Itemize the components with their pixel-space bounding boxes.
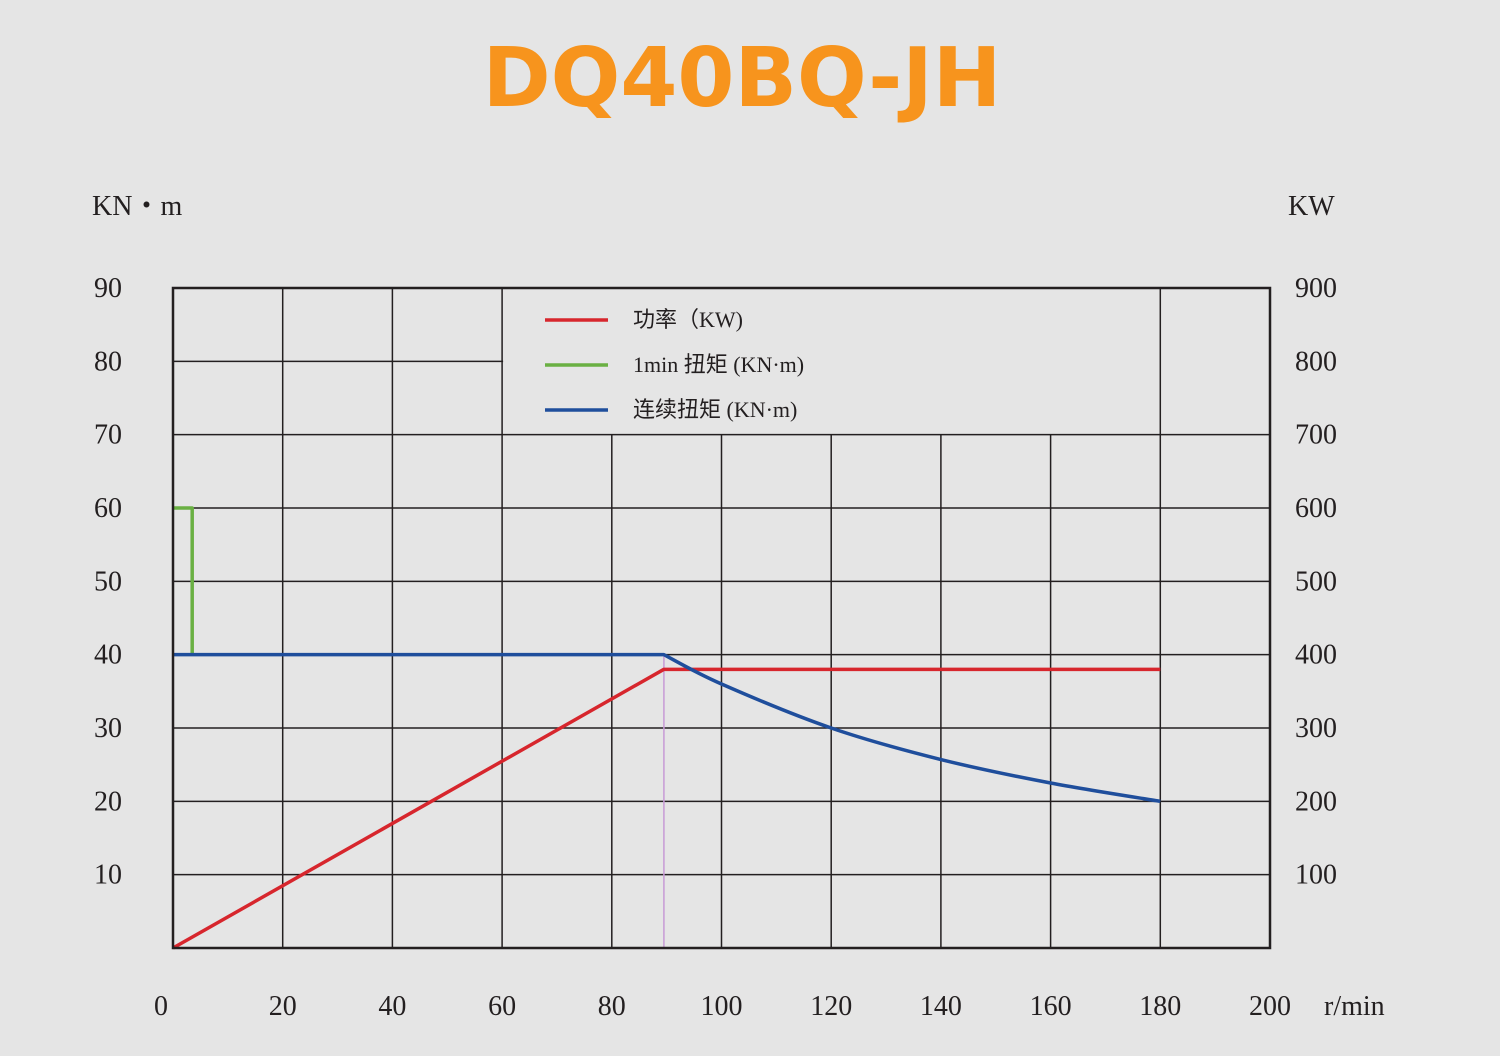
legend-item-1min-torque-label: 1min 扭矩 (KN·m) [633, 352, 804, 377]
series-1min-torque-line [173, 506, 194, 655]
y-left-tick-label: 50 [94, 566, 122, 597]
x-axis-unit-label: r/min [1324, 991, 1385, 1022]
y-left-tick-label: 60 [94, 493, 122, 524]
y-left-tick-label: 30 [94, 713, 122, 744]
y-right-tick-label: 100 [1295, 860, 1337, 891]
chart-title: DQ40BQ-JH [483, 31, 1002, 126]
x-tick-label: 180 [1139, 991, 1181, 1022]
y-left-tick-label: 70 [94, 420, 122, 451]
y-left-tick-label: 80 [94, 346, 122, 377]
y-right-tick-label: 600 [1295, 493, 1337, 524]
series-continuous-torque-line [173, 652, 1161, 804]
y-right-tick-label: 400 [1295, 640, 1337, 671]
x-tick-label: 140 [920, 991, 962, 1022]
ticks-layer: 0 20 40 60 80 100 120 140 160 180 200 10 20 30 40 50 60 7… [94, 273, 1337, 1022]
x-tick-label: 40 [378, 991, 406, 1022]
y-right-tick-label: 300 [1295, 713, 1337, 744]
x-tick-label: 100 [701, 991, 743, 1022]
legend-item-power-label: 功率（KW) [633, 307, 743, 332]
x-tick-label: 60 [488, 991, 516, 1022]
x-tick-label: 200 [1249, 991, 1291, 1022]
y-right-tick-label: 900 [1295, 273, 1337, 304]
y-left-tick-label: 10 [94, 860, 122, 891]
y-right-tick-label: 800 [1295, 346, 1337, 377]
frame-layer [171, 286, 1272, 950]
legend: 功率（KW) 1min 扭矩 (KN·m) 连续扭矩 (KN·m) [545, 307, 804, 422]
y-right-tick-label: 200 [1295, 786, 1337, 817]
series-layer [172, 506, 1161, 950]
left-axis-unit-label: KN・m [92, 191, 182, 222]
right-axis-unit-label: KW [1288, 191, 1335, 222]
legend-item-continuous-torque-label: 连续扭矩 (KN·m) [633, 397, 797, 422]
plot-frame [171, 286, 1272, 950]
series-power-line [172, 667, 1161, 950]
x-tick-label: 120 [810, 991, 852, 1022]
y-right-tick-label: 700 [1295, 420, 1337, 451]
y-left-tick-label: 90 [94, 273, 122, 304]
y-left-tick-label: 40 [94, 640, 122, 671]
x-tick-label: 80 [598, 991, 626, 1022]
grid-layer [173, 288, 1270, 948]
y-left-tick-label: 20 [94, 786, 122, 817]
x-tick-label: 160 [1030, 991, 1072, 1022]
y-right-tick-label: 500 [1295, 566, 1337, 597]
x-tick-label: 0 [154, 991, 168, 1022]
x-tick-label: 20 [269, 991, 297, 1022]
